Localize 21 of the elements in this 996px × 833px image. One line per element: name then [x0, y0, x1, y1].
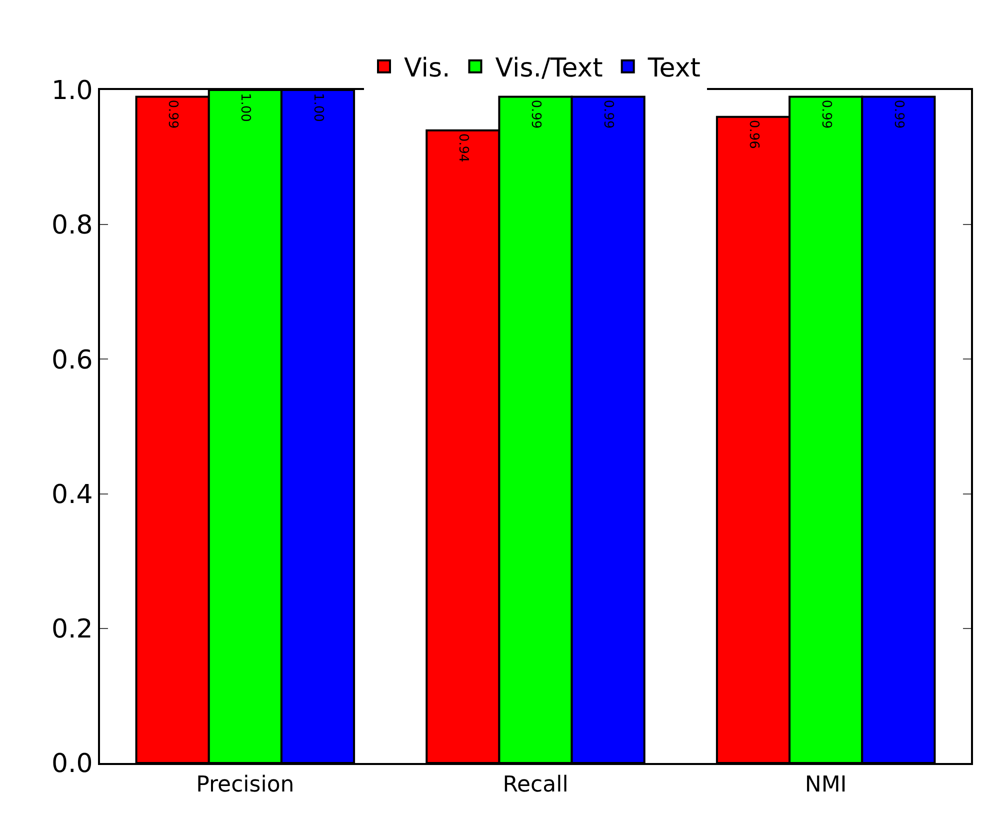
- y-tick-label: 0.4: [51, 480, 93, 510]
- y-tick-label: 0.0: [51, 749, 93, 780]
- y-tick-label: 0.8: [51, 210, 93, 241]
- x-tick-label: Precision: [196, 772, 294, 798]
- data-label: 0.99: [528, 100, 543, 129]
- data-label: 1.00: [310, 93, 326, 122]
- x-tick-label: Recall: [502, 772, 568, 798]
- data-label: 0.96: [746, 120, 761, 149]
- data-label: 0.99: [165, 100, 180, 129]
- x-tick-label: NMI: [804, 772, 847, 798]
- y-tick-label: 0.2: [51, 614, 93, 644]
- legend-label: Text: [646, 54, 700, 84]
- data-label: 0.99: [600, 100, 616, 129]
- data-label: 0.94: [455, 133, 470, 162]
- legend-label: Vis./Text: [495, 54, 603, 84]
- data-label: 1.00: [238, 93, 253, 122]
- legend-label: Vis.: [404, 54, 450, 84]
- data-label: 0.99: [890, 100, 906, 129]
- y-tick-label: 1.0: [51, 76, 93, 106]
- data-label: 0.99: [818, 100, 834, 129]
- y-tick-label: 0.6: [51, 345, 93, 376]
